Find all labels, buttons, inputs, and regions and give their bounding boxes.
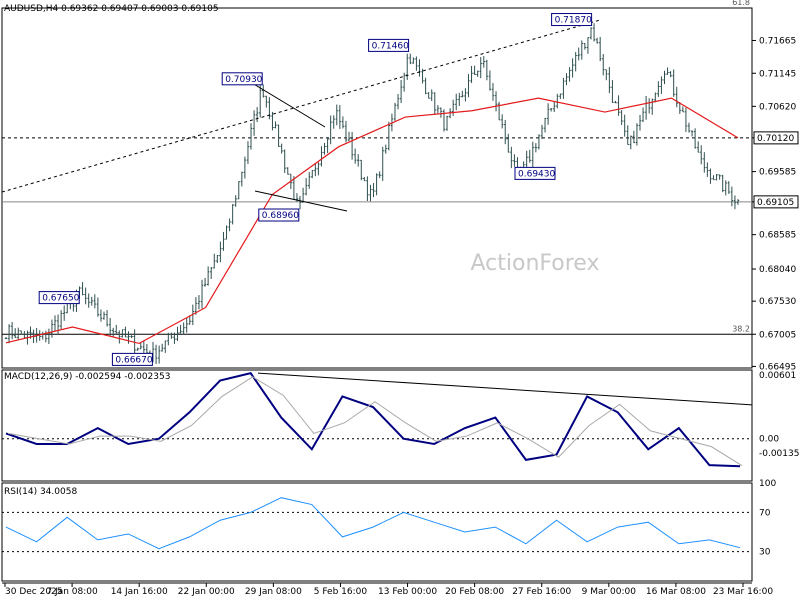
price-annotation-box: [111, 352, 153, 366]
level-price-label: 0.70120: [757, 134, 794, 144]
macd-trendline: [257, 372, 753, 406]
y-tick-label: 0.68585: [759, 231, 796, 241]
price-annotation-box: [258, 208, 300, 222]
price-annotation-text: 0.70930: [225, 75, 262, 85]
x-tick-label: 16 Mar 08:00: [646, 587, 706, 597]
y-tick-label: 0.67530: [759, 297, 796, 307]
x-tick-label: 14 Jan 16:00: [111, 587, 168, 597]
y-tick-label: 0.68040: [759, 265, 796, 275]
price-annotation-text: 0.68960: [262, 211, 299, 221]
y-tick-label: 0.71665: [759, 36, 796, 46]
rsi-title: RSI(14) 34.0058: [4, 487, 78, 497]
rsi-y-tick-label: 30: [759, 548, 771, 558]
x-tick-label: 5 Feb 16:00: [314, 587, 368, 597]
pane-frame-2: [1, 482, 753, 582]
rsi-y-tick-label: 100: [759, 479, 776, 489]
price-annotation-box: [38, 291, 80, 305]
fib-level-label: 38.2: [732, 324, 750, 333]
x-tick-label: 27 Feb 16:00: [512, 587, 571, 597]
fib-level-label: 61.8: [732, 0, 750, 7]
x-tick-label: 30 Dec 2025: [5, 587, 63, 597]
price-annotation-box: [368, 38, 410, 52]
x-tick-label: 7 Jan 08:00: [46, 587, 98, 597]
macd-y-tick-label: 0.00: [759, 435, 779, 445]
watermark-text: ActionForex: [471, 251, 600, 276]
y-tick-label: 0.71145: [759, 69, 796, 79]
y-tick-label: 0.66495: [759, 362, 796, 372]
macd-y-tick-label: -0.00135: [759, 449, 799, 459]
macd-y-tick-label: 0.00601: [759, 371, 796, 381]
price-annotation-text: 0.71460: [372, 41, 409, 51]
candles-group: [4, 23, 740, 364]
macd-main-line: [5, 372, 741, 468]
trendline-rising-dashed: [1, 19, 601, 193]
price-annotation-text: 0.67650: [42, 294, 79, 304]
macd-signal-line: [7, 376, 743, 467]
price-annotation-text: 0.69430: [518, 169, 555, 179]
y-tick-label: 0.69585: [759, 168, 796, 178]
trendline-channel-top: [251, 82, 326, 128]
price-annotation-text: 0.66670: [115, 355, 152, 365]
rsi-line: [5, 497, 741, 550]
x-tick-label: 23 Mar 16:00: [713, 587, 773, 597]
price-annotation-box: [221, 72, 263, 86]
pane-frame-1: [1, 369, 753, 482]
rsi-y-tick-label: 70: [759, 508, 771, 518]
trendline-channel-bottom: [254, 190, 348, 212]
x-tick-label: 20 Feb 08:00: [445, 587, 504, 597]
level-price-label: 0.69105: [757, 198, 794, 208]
macd-title: MACD(12,26,9) -0.002594 -0.002353: [4, 372, 171, 382]
x-tick-label: 22 Jan 00:00: [178, 587, 235, 597]
price-annotation-box: [551, 13, 593, 27]
header-symbol-line: AUDUSD,H4 0.69362 0.69407 0.69003 0.6910…: [4, 4, 219, 14]
x-tick-label: 13 Feb 00:00: [378, 587, 437, 597]
y-tick-label: 0.70620: [759, 102, 796, 112]
x-tick-label: 29 Jan 08:00: [245, 587, 302, 597]
price-annotation-box: [514, 166, 556, 180]
level-price-box: [753, 131, 799, 145]
price-annotation-text: 0.71870: [555, 16, 592, 26]
y-tick-label: 0.67005: [759, 330, 796, 340]
moving-average-line: [5, 97, 739, 345]
x-tick-label: 9 Mar 00:00: [582, 587, 637, 597]
level-price-box: [753, 195, 799, 209]
